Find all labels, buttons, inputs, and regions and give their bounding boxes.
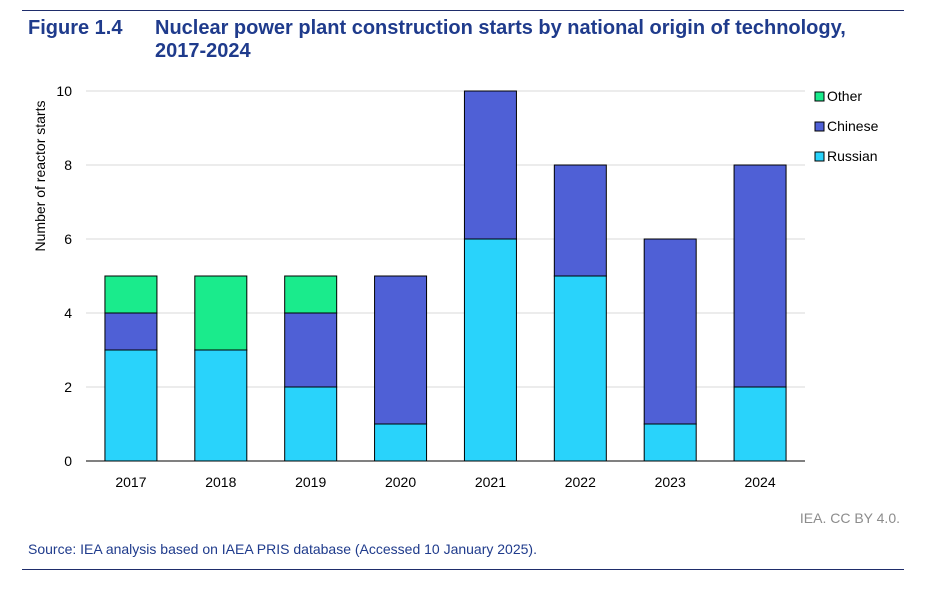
legend-swatch-other bbox=[814, 91, 825, 102]
figure-number: Figure 1.4 bbox=[28, 17, 123, 39]
bar-segment-chinese bbox=[374, 275, 428, 425]
legend-label-chinese: Chinese bbox=[827, 118, 879, 134]
x-tick-label: 2020 bbox=[385, 474, 416, 490]
x-tick-label: 2019 bbox=[295, 474, 326, 490]
y-tick-label: 8 bbox=[64, 157, 72, 173]
x-tick-label: 2023 bbox=[655, 474, 686, 490]
y-tick-label: 2 bbox=[64, 379, 72, 395]
bar-segment-russian bbox=[643, 423, 697, 462]
y-tick-label: 4 bbox=[64, 305, 72, 321]
gridlines bbox=[86, 90, 805, 388]
source-note: Source: IEA analysis based on IAEA PRIS … bbox=[28, 541, 537, 557]
bar-segment-other bbox=[104, 275, 158, 314]
bar-segment-russian bbox=[733, 386, 787, 462]
bar-segment-russian bbox=[104, 349, 158, 462]
top-rule bbox=[22, 10, 904, 11]
bar-segment-chinese bbox=[553, 164, 607, 277]
x-tick-label: 2022 bbox=[565, 474, 596, 490]
y-tick-label: 6 bbox=[64, 231, 72, 247]
legend: Other Chinese Russian bbox=[814, 88, 879, 164]
legend-swatch-russian bbox=[814, 151, 825, 162]
legend-swatch-chinese bbox=[814, 121, 825, 132]
bar-segment-russian bbox=[553, 275, 607, 462]
bar-segment-chinese bbox=[643, 238, 697, 425]
legend-label-russian: Russian bbox=[827, 148, 878, 164]
x-tick-label: 2021 bbox=[475, 474, 506, 490]
y-tick-label: 10 bbox=[56, 83, 72, 99]
bar-segment-russian bbox=[194, 349, 248, 462]
y-tick-label: 0 bbox=[64, 453, 72, 469]
bar-segment-chinese bbox=[463, 90, 517, 240]
bottom-rule bbox=[22, 569, 904, 570]
bar-segment-chinese bbox=[733, 164, 787, 388]
axes: 0 2 4 6 8 10 2017 2018 2019 2020 2021 2022 2023 2024 N… bbox=[32, 83, 805, 490]
x-tick-label: 2024 bbox=[744, 474, 775, 490]
x-tick-label: 2018 bbox=[205, 474, 236, 490]
bar-segment-other bbox=[194, 275, 248, 351]
bar-segment-other bbox=[284, 275, 338, 314]
figure-title: Nuclear power plant construction starts … bbox=[155, 17, 846, 62]
legend-label-other: Other bbox=[827, 88, 862, 104]
bar-segment-chinese bbox=[104, 312, 158, 351]
bar-segment-russian bbox=[284, 386, 338, 462]
y-axis-label: Number of reactor starts bbox=[32, 101, 48, 252]
bar-segment-russian bbox=[374, 423, 428, 462]
x-tick-label: 2017 bbox=[115, 474, 146, 490]
bar-segment-russian bbox=[463, 238, 517, 462]
bar-segment-chinese bbox=[284, 312, 338, 388]
bar-stacks bbox=[104, 90, 787, 462]
credit-text: IEA. CC BY 4.0. bbox=[799, 510, 900, 526]
